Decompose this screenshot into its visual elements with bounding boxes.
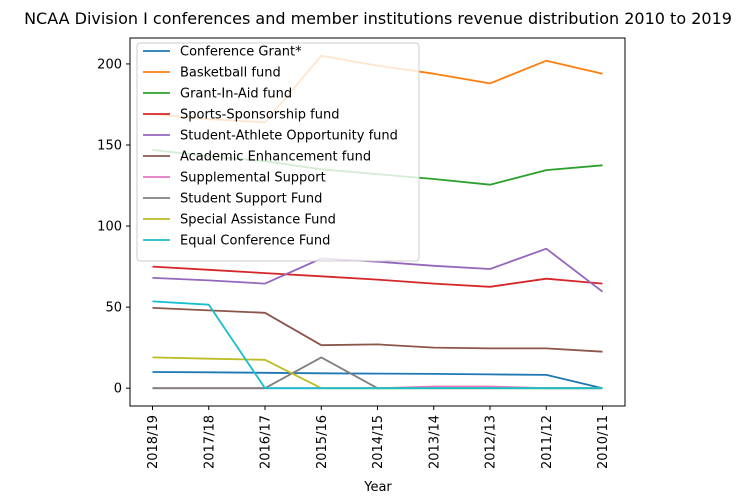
x-tick-label: 2010/11 [596,415,611,469]
x-axis-title: Year [363,480,392,495]
legend-label: Grant-In-Aid fund [180,87,292,102]
legend-label: Conference Grant* [180,45,302,60]
x-axis: 2018/19 2017/18 2016/17 2015/16 2014/15 2013/… [146,406,611,469]
chart-title: NCAA Division I conferences and member i… [24,9,732,28]
legend-label: Special Assistance Fund [180,213,336,228]
y-tick-label: 150 [97,138,122,153]
legend: Conference Grant* Basketball fund Grant-In… [136,42,420,262]
series-line [152,300,603,390]
legend-label: Supplemental Support [180,171,326,186]
legend-label: Basketball fund [180,66,281,81]
x-tick-label: 2018/19 [146,415,161,469]
x-tick-label: 2014/15 [371,415,386,469]
y-tick-label: 50 [105,301,122,316]
x-tick-label: 2013/14 [427,415,442,469]
legend-label: Academic Enhancement fund [180,150,371,165]
y-tick-label: 200 [97,57,122,72]
y-tick-label: 100 [97,220,122,235]
legend-label: Student Support Fund [180,192,322,207]
y-tick-label: 0 [114,382,122,397]
legend-label: Sports-Sponsorship fund [180,108,339,123]
x-tick-label: 2017/18 [202,415,217,469]
series-line [152,247,604,293]
legend-label: Student-Athlete Opportunity fund [180,129,398,144]
x-tick-label: 2016/17 [259,415,274,469]
x-tick-label: 2012/13 [484,415,499,469]
x-tick-label: 2015/16 [315,415,330,469]
series-line [152,371,603,390]
series-line [152,265,603,288]
y-axis: 0 50 100 150 200 [97,57,130,397]
x-tick-label: 2011/12 [540,415,555,469]
legend-label: Equal Conference Fund [180,234,330,249]
legend-box [136,42,420,262]
series-line [152,307,603,353]
